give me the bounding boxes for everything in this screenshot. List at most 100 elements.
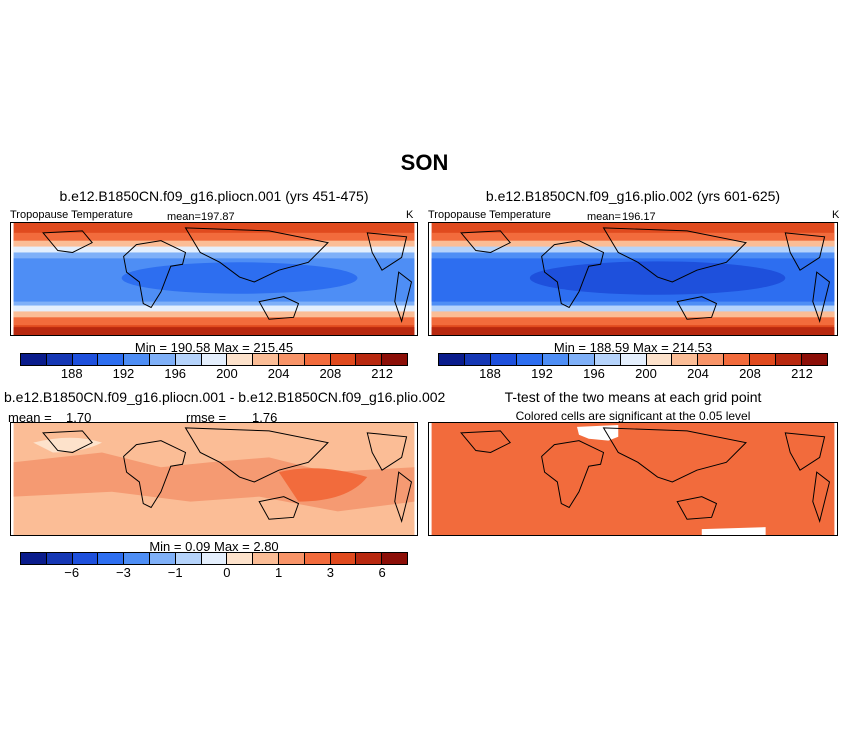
colorbar-tick-label: 200 bbox=[216, 366, 238, 381]
coastlines bbox=[42, 227, 413, 323]
significant-cells bbox=[431, 423, 835, 535]
colorbar-tick-label: 6 bbox=[378, 565, 386, 580]
panel4-subtitle: Colored cells are significant at the 0.0… bbox=[515, 409, 751, 423]
panel3-colorbar: −6 −3 −1 0 1 3 6 bbox=[20, 552, 408, 581]
panel3-rmse-label: rmse = bbox=[186, 410, 227, 425]
colorbar-swatch bbox=[98, 354, 125, 365]
panel2-variable-label: Tropopause Temperature bbox=[428, 209, 551, 221]
colorbar-swatch bbox=[356, 553, 383, 564]
colorbar-tick-label: 188 bbox=[60, 366, 83, 381]
colorbar-tick-label: −3 bbox=[116, 565, 131, 580]
colorbar-tick-label: −1 bbox=[167, 565, 183, 580]
colorbar-swatch bbox=[802, 354, 828, 365]
colorbar-swatch bbox=[175, 354, 202, 365]
panel3-title: b.e12.B1850CN.f09_g16.pliocn.001 - b.e12… bbox=[4, 389, 446, 405]
colorbar-swatch bbox=[382, 354, 407, 365]
colorbar-swatch bbox=[330, 354, 357, 365]
colorbar-swatch bbox=[594, 354, 621, 365]
panel2-mean-label: mean= bbox=[587, 211, 621, 223]
colorbar-swatch bbox=[672, 354, 699, 365]
panel3-rmse-value: 1.76 bbox=[252, 410, 278, 425]
colorbar-swatch bbox=[175, 553, 202, 564]
colorbar-swatch bbox=[72, 553, 99, 564]
colorbar-swatch bbox=[330, 553, 357, 564]
colorbar-swatch bbox=[201, 553, 228, 564]
colorbar-swatch bbox=[278, 553, 305, 564]
colorbar-swatch bbox=[776, 354, 803, 365]
colorbar-tick-label: 196 bbox=[583, 366, 605, 381]
colorbar-swatch bbox=[21, 354, 47, 365]
not-significant-region-south bbox=[701, 527, 766, 535]
colorbar-swatch bbox=[253, 354, 279, 365]
band-south-polar bbox=[13, 327, 415, 335]
panel2-title: b.e12.B1850CN.f09_g16.plio.002 (yrs 601-… bbox=[485, 188, 781, 204]
colorbar-tick-label: 208 bbox=[319, 366, 342, 381]
colorbar-swatch bbox=[149, 354, 176, 365]
panel2-map bbox=[428, 222, 838, 336]
colorbar-swatch bbox=[490, 354, 517, 365]
colorbar-swatch bbox=[750, 354, 777, 365]
colorbar-swatch bbox=[72, 354, 99, 365]
colorbar-swatch bbox=[620, 354, 647, 365]
colorbar-swatch bbox=[646, 354, 673, 365]
colorbar-swatch bbox=[464, 354, 491, 365]
colorbar-swatch bbox=[124, 553, 150, 564]
colorbar-swatch bbox=[227, 553, 254, 564]
panel4-map-svg bbox=[431, 423, 835, 535]
colorbar-swatch bbox=[46, 553, 73, 564]
colorbar-swatch bbox=[227, 354, 254, 365]
colorbar-tick-label: 0 bbox=[223, 565, 231, 580]
colorbar-tick-label: 200 bbox=[635, 366, 657, 381]
diff-pacific-max bbox=[278, 468, 368, 502]
colorbar-swatch bbox=[149, 553, 176, 564]
panel4-map bbox=[428, 422, 838, 536]
panel1-colorbar-swatches bbox=[20, 353, 408, 366]
panel2-min-max: Min = 188.59 Max = 214.53 bbox=[553, 340, 713, 355]
panel2-colorbar: 188 192 196 200 204 208 212 bbox=[438, 353, 828, 382]
panel3-map-svg bbox=[13, 423, 415, 535]
coastlines bbox=[42, 427, 413, 523]
colorbar-tick-label: 192 bbox=[112, 366, 135, 381]
colorbar-swatch bbox=[568, 354, 595, 365]
coastlines bbox=[460, 427, 831, 523]
warm-pool-cold-core bbox=[121, 262, 358, 294]
figure-title: SON bbox=[400, 150, 449, 175]
colorbar-swatch bbox=[278, 354, 305, 365]
panel3-map bbox=[10, 422, 418, 536]
colorbar-tick-label: 204 bbox=[687, 366, 709, 381]
panel2-colorbar-ticks: 188 192 196 200 204 208 212 bbox=[438, 366, 828, 382]
coastlines bbox=[460, 227, 831, 323]
colorbar-swatch bbox=[698, 354, 725, 365]
colorbar-tick-label: 3 bbox=[326, 565, 335, 580]
panel2-map-svg bbox=[431, 223, 835, 335]
panel3-min-max: Min = 0.09 Max = 2.80 bbox=[149, 539, 279, 554]
colorbar-tick-label: 1 bbox=[275, 565, 283, 580]
panel1-min-max: Min = 190.58 Max = 215.45 bbox=[134, 340, 294, 355]
colorbar-swatch bbox=[382, 553, 407, 564]
warm-pool-cold-core bbox=[529, 261, 786, 295]
colorbar-swatch bbox=[356, 354, 383, 365]
colorbar-swatch bbox=[21, 553, 47, 564]
panel1-title: b.e12.B1850CN.f09_g16.pliocn.001 (yrs 45… bbox=[59, 188, 369, 204]
colorbar-swatch bbox=[201, 354, 228, 365]
panel3-colorbar-ticks: −6 −3 −1 0 1 3 6 bbox=[20, 565, 408, 581]
diff-south bbox=[13, 521, 415, 535]
colorbar-swatch bbox=[724, 354, 751, 365]
colorbar-tick-label: 192 bbox=[531, 366, 553, 381]
colorbar-tick-label: 212 bbox=[791, 366, 813, 381]
colorbar-swatch bbox=[253, 553, 279, 564]
colorbar-swatch bbox=[304, 553, 331, 564]
panel4-title: T-test of the two means at each grid poi… bbox=[504, 389, 762, 405]
panel3-mean-label: mean = bbox=[8, 410, 52, 425]
colorbar-swatch bbox=[304, 354, 331, 365]
colorbar-swatch bbox=[516, 354, 543, 365]
panel3-mean-value: 1.70 bbox=[66, 410, 92, 425]
colorbar-tick-label: 204 bbox=[267, 366, 290, 381]
colorbar-tick-label: 212 bbox=[371, 366, 393, 381]
colorbar-tick-label: 208 bbox=[739, 366, 761, 381]
band-south-polar bbox=[431, 327, 835, 335]
colorbar-swatch bbox=[542, 354, 569, 365]
panel2-units: K bbox=[832, 209, 840, 221]
panel1-mean-label: mean= bbox=[167, 211, 201, 223]
panel2-mean-value: 196.17 bbox=[622, 211, 656, 223]
